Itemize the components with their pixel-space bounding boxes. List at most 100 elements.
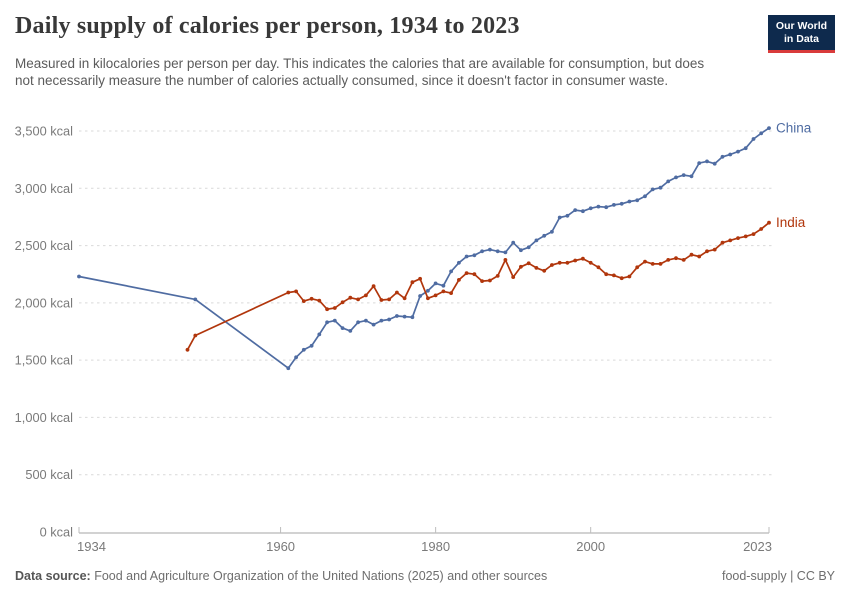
data-point[interactable] [387,297,391,302]
data-point[interactable] [449,291,453,295]
data-point[interactable] [348,295,353,300]
data-point[interactable] [402,314,407,319]
data-point[interactable] [340,326,345,330]
data-point[interactable] [286,366,291,371]
data-point[interactable] [526,261,531,266]
series-label-china[interactable]: China [776,121,812,136]
data-point[interactable] [736,149,740,154]
data-point[interactable] [332,306,337,310]
data-point[interactable] [712,161,717,166]
data-point[interactable] [697,161,702,166]
data-point[interactable] [689,252,694,257]
data-point[interactable] [418,294,422,298]
data-point[interactable] [410,315,415,320]
data-point[interactable] [503,250,508,255]
data-point[interactable] [464,254,469,259]
data-point[interactable] [519,248,523,253]
data-point[interactable] [619,201,624,206]
data-point[interactable] [185,347,190,352]
data-point[interactable] [627,274,632,279]
data-point[interactable] [480,279,484,283]
data-point[interactable] [526,245,531,250]
data-point[interactable] [511,275,516,279]
data-point[interactable] [449,269,453,274]
data-point[interactable] [650,187,655,192]
data-point[interactable] [767,220,771,225]
data-point[interactable] [557,260,562,265]
data-point[interactable] [534,266,539,270]
china-line[interactable] [78,127,770,370]
data-point[interactable] [371,322,376,327]
data-point[interactable] [705,159,709,164]
data-point[interactable] [666,179,671,184]
data-point[interactable] [658,262,663,266]
data-point[interactable] [286,290,291,295]
data-point[interactable] [619,276,624,281]
data-point[interactable] [379,318,384,323]
data-point[interactable] [674,256,678,261]
data-point[interactable] [364,318,368,323]
data-point[interactable] [596,265,601,270]
data-point[interactable] [317,298,322,303]
data-point[interactable] [457,260,461,265]
data-point[interactable] [627,199,632,204]
data-point[interactable] [643,194,647,199]
data-point[interactable] [565,260,570,265]
data-point[interactable] [480,249,484,254]
data-point[interactable] [736,236,740,241]
data-point[interactable] [635,265,640,270]
data-point[interactable] [604,272,609,277]
data-point[interactable] [596,204,601,209]
india-line[interactable] [186,222,770,351]
data-point[interactable] [720,154,725,159]
data-point[interactable] [488,247,492,252]
data-point[interactable] [681,173,686,178]
data-point[interactable] [294,355,298,360]
data-point[interactable] [643,259,647,264]
data-point[interactable] [542,268,547,273]
data-point[interactable] [418,276,422,281]
data-point[interactable] [573,208,578,213]
data-point[interactable] [356,320,360,325]
data-point[interactable] [193,297,198,302]
data-point[interactable] [332,318,337,323]
data-point[interactable] [495,274,500,278]
data-point[interactable] [728,238,733,243]
data-point[interactable] [767,126,771,130]
data-point[interactable] [472,272,477,277]
data-point[interactable] [511,240,516,245]
data-point[interactable] [705,249,709,254]
data-point[interactable] [519,264,523,269]
data-point[interactable] [340,300,345,305]
data-point[interactable] [612,203,616,207]
data-point[interactable] [309,296,314,301]
data-point[interactable] [488,278,492,283]
data-point[interactable] [550,229,554,234]
data-point[interactable] [588,260,593,265]
data-point[interactable] [433,281,438,286]
data-point[interactable] [650,262,655,266]
data-point[interactable] [325,307,329,312]
data-point[interactable] [697,254,702,259]
data-point[interactable] [364,293,368,298]
data-point[interactable] [325,320,329,325]
data-point[interactable] [743,146,748,151]
data-point[interactable] [433,293,438,298]
owid-logo[interactable]: Our World in Data [768,15,835,53]
data-point[interactable] [472,253,477,258]
data-point[interactable] [426,288,430,293]
data-point[interactable] [658,185,663,190]
data-point[interactable] [573,258,578,263]
data-point[interactable] [751,232,756,237]
data-point[interactable] [743,234,748,239]
data-point[interactable] [395,314,399,318]
series-label-india[interactable]: India [776,215,806,230]
data-point[interactable] [728,152,733,157]
data-point[interactable] [689,174,694,179]
data-point[interactable] [581,256,585,261]
data-point[interactable] [720,240,725,245]
data-point[interactable] [542,233,547,238]
data-point[interactable] [604,205,609,210]
data-point[interactable] [550,263,554,267]
data-point[interactable] [294,289,298,294]
